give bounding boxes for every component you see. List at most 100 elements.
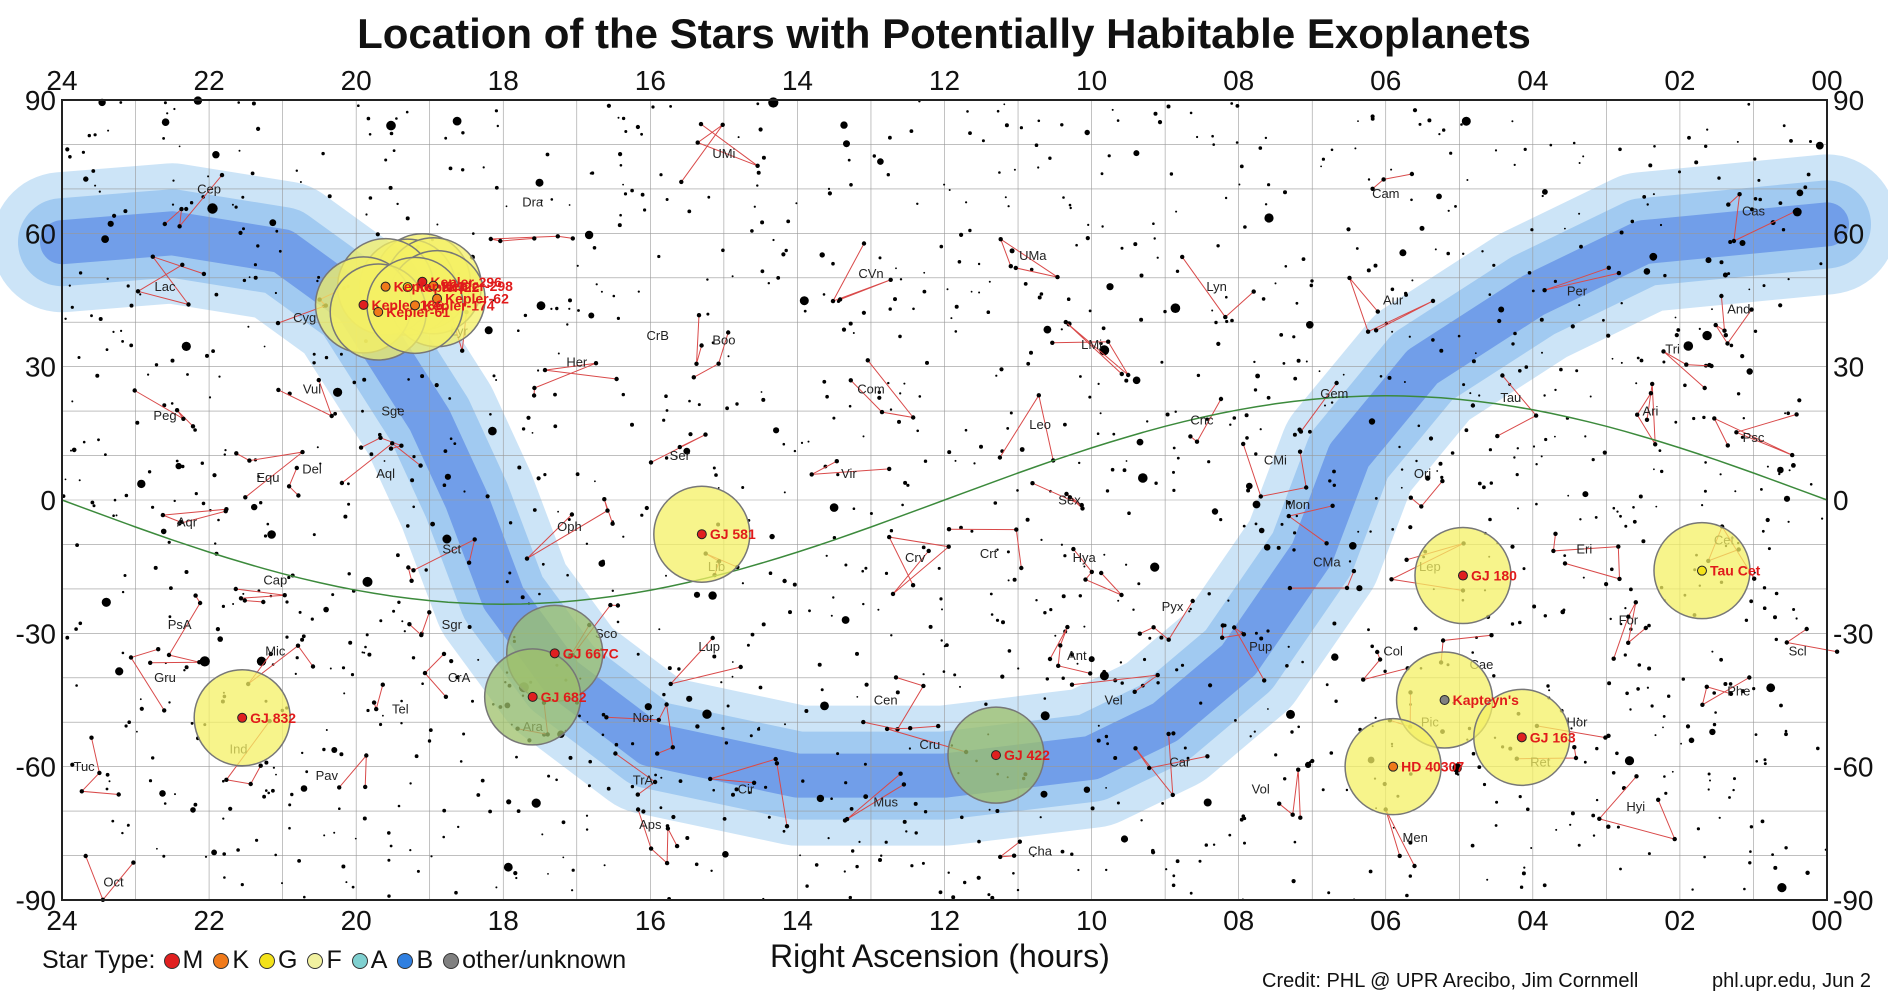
legend-item: K — [213, 946, 249, 975]
constellation-label: CrA — [448, 670, 471, 685]
x-tick-bottom: 02 — [1664, 905, 1695, 936]
exoplanet-host-star[interactable] — [380, 281, 391, 292]
x-tick-bottom: 12 — [929, 905, 960, 936]
constellation-label: Hya — [1073, 550, 1097, 565]
constellation-label: For — [1619, 612, 1639, 627]
x-tick-bottom: 14 — [782, 905, 813, 936]
legend-swatch — [397, 952, 414, 969]
exoplanet-host-star[interactable] — [373, 307, 384, 317]
legend-swatch — [213, 952, 230, 969]
exoplanet-host-star[interactable] — [696, 529, 707, 540]
x-tick-top: 08 — [1223, 65, 1254, 96]
constellation-label: CrB — [647, 328, 669, 343]
legend-item: G — [259, 946, 297, 975]
constellation-label: Cep — [197, 181, 221, 196]
constellation-label: Aqr — [177, 515, 198, 530]
y-tick-left: 60 — [25, 218, 56, 249]
constellation-label: PsA — [168, 617, 192, 632]
exoplanet-host-star[interactable] — [1439, 695, 1450, 705]
axis-ticks: 2424222220201818161614141212101008080606… — [16, 65, 1874, 936]
constellation-label: Tel — [392, 701, 409, 716]
exoplanet-host-star[interactable] — [527, 691, 538, 702]
site-url: phl.upr.edu, Jun 2 — [1712, 970, 1872, 992]
exoplanet-host-star[interactable] — [428, 280, 439, 291]
constellation-label: Hor — [1567, 715, 1589, 730]
exoplanet-label: Kepler-283 — [394, 279, 466, 295]
coordinate-grid — [61, 99, 1828, 901]
constellation-label: Crt — [980, 546, 998, 561]
x-tick-bottom: 04 — [1517, 905, 1548, 936]
legend-item: M — [163, 946, 203, 975]
exoplanet-host-star[interactable] — [410, 300, 420, 311]
legend-swatch — [163, 952, 180, 969]
exoplanet-host-star[interactable] — [358, 299, 369, 310]
x-tick-bottom: 08 — [1223, 905, 1254, 936]
constellation-label: Mus — [873, 795, 898, 810]
constellation-label: Psc — [1743, 430, 1765, 445]
exoplanet-label: GJ 832 — [250, 710, 296, 726]
exoplanet-label: Kapteyn's — [1453, 692, 1520, 708]
constellation-label: Ant — [1067, 648, 1087, 663]
constellation-label: Mic — [265, 644, 286, 659]
y-tick-right: -30 — [1833, 618, 1873, 649]
exoplanet-host-star[interactable] — [432, 293, 443, 304]
exoplanet-host-star[interactable] — [1516, 732, 1527, 743]
y-tick-left: 0 — [40, 485, 56, 516]
exoplanet-host-star[interactable] — [417, 276, 428, 287]
exoplanet-host-star[interactable] — [1388, 761, 1399, 772]
constellation-label: Equ — [256, 470, 279, 485]
x-tick-top: 00 — [1811, 65, 1842, 96]
constellation-label: Vel — [1105, 692, 1123, 707]
x-tick-top: 04 — [1517, 65, 1548, 96]
constellation-label: Ori — [1414, 466, 1431, 481]
exoplanet-host-star[interactable] — [549, 648, 560, 659]
exoplanet-host-star[interactable] — [237, 712, 248, 723]
x-axis-title: Right Ascension (hours) — [770, 938, 1110, 974]
exoplanet-label: Kepler-186 — [372, 297, 444, 313]
constellation-label: Hyi — [1626, 799, 1645, 814]
exoplanet-label: GJ 667C — [563, 645, 619, 661]
constellation-label: Cyg — [293, 310, 316, 325]
constellation-label: Cas — [1742, 204, 1766, 219]
x-tick-top: 10 — [1076, 65, 1107, 96]
x-tick-top: 12 — [929, 65, 960, 96]
legend-swatch — [307, 952, 324, 969]
map-title: Location of the Stars with Potentially H… — [357, 10, 1531, 57]
credit-text: Credit: PHL @ UPR Arecibo, Jim Cornmell — [1262, 970, 1639, 992]
x-tick-bottom: 16 — [635, 905, 666, 936]
constellation-label: Lyn — [1206, 279, 1226, 294]
constellation-label: Cnc — [1190, 412, 1214, 427]
y-tick-left: -30 — [16, 618, 56, 649]
constellation-label: Lac — [155, 279, 176, 294]
legend-item-label: B — [416, 946, 434, 974]
constellation-label: Sex — [1058, 492, 1081, 507]
exoplanet-markers: Kepler-296Kepler-22Kepler-298Kepler-283K… — [237, 274, 1761, 775]
exoplanet-host-star[interactable] — [1457, 570, 1468, 581]
y-tick-right: 60 — [1833, 218, 1864, 249]
exoplanet-host-star[interactable] — [990, 750, 1001, 761]
constellation-label: Sge — [381, 404, 404, 419]
map-frame — [61, 99, 1828, 901]
constellation-label: Com — [857, 381, 884, 396]
constellation-label: Car — [1169, 755, 1191, 770]
constellation-label: Aql — [376, 466, 395, 481]
constellation-label: Cru — [919, 737, 940, 752]
constellation-label: Scl — [1789, 644, 1807, 659]
constellation-label: Sct — [442, 541, 461, 556]
y-tick-left: 30 — [25, 352, 56, 383]
legend-item: F — [307, 946, 342, 975]
exoplanet-host-star[interactable] — [1696, 565, 1707, 576]
ecliptic-line — [61, 395, 1828, 605]
x-tick-top: 22 — [194, 65, 225, 96]
constellation-label: UMa — [1019, 248, 1047, 263]
x-tick-bottom: 24 — [46, 905, 77, 936]
legend-item-label: F — [326, 946, 342, 974]
constellation-label: Cam — [1372, 186, 1399, 201]
exoplanet-host-star[interactable] — [402, 282, 413, 293]
exoplanet-label: GJ 163 — [1530, 729, 1576, 745]
constellation-label: CMi — [1264, 452, 1287, 467]
exoplanet-label: Kepler-296 — [430, 274, 502, 290]
